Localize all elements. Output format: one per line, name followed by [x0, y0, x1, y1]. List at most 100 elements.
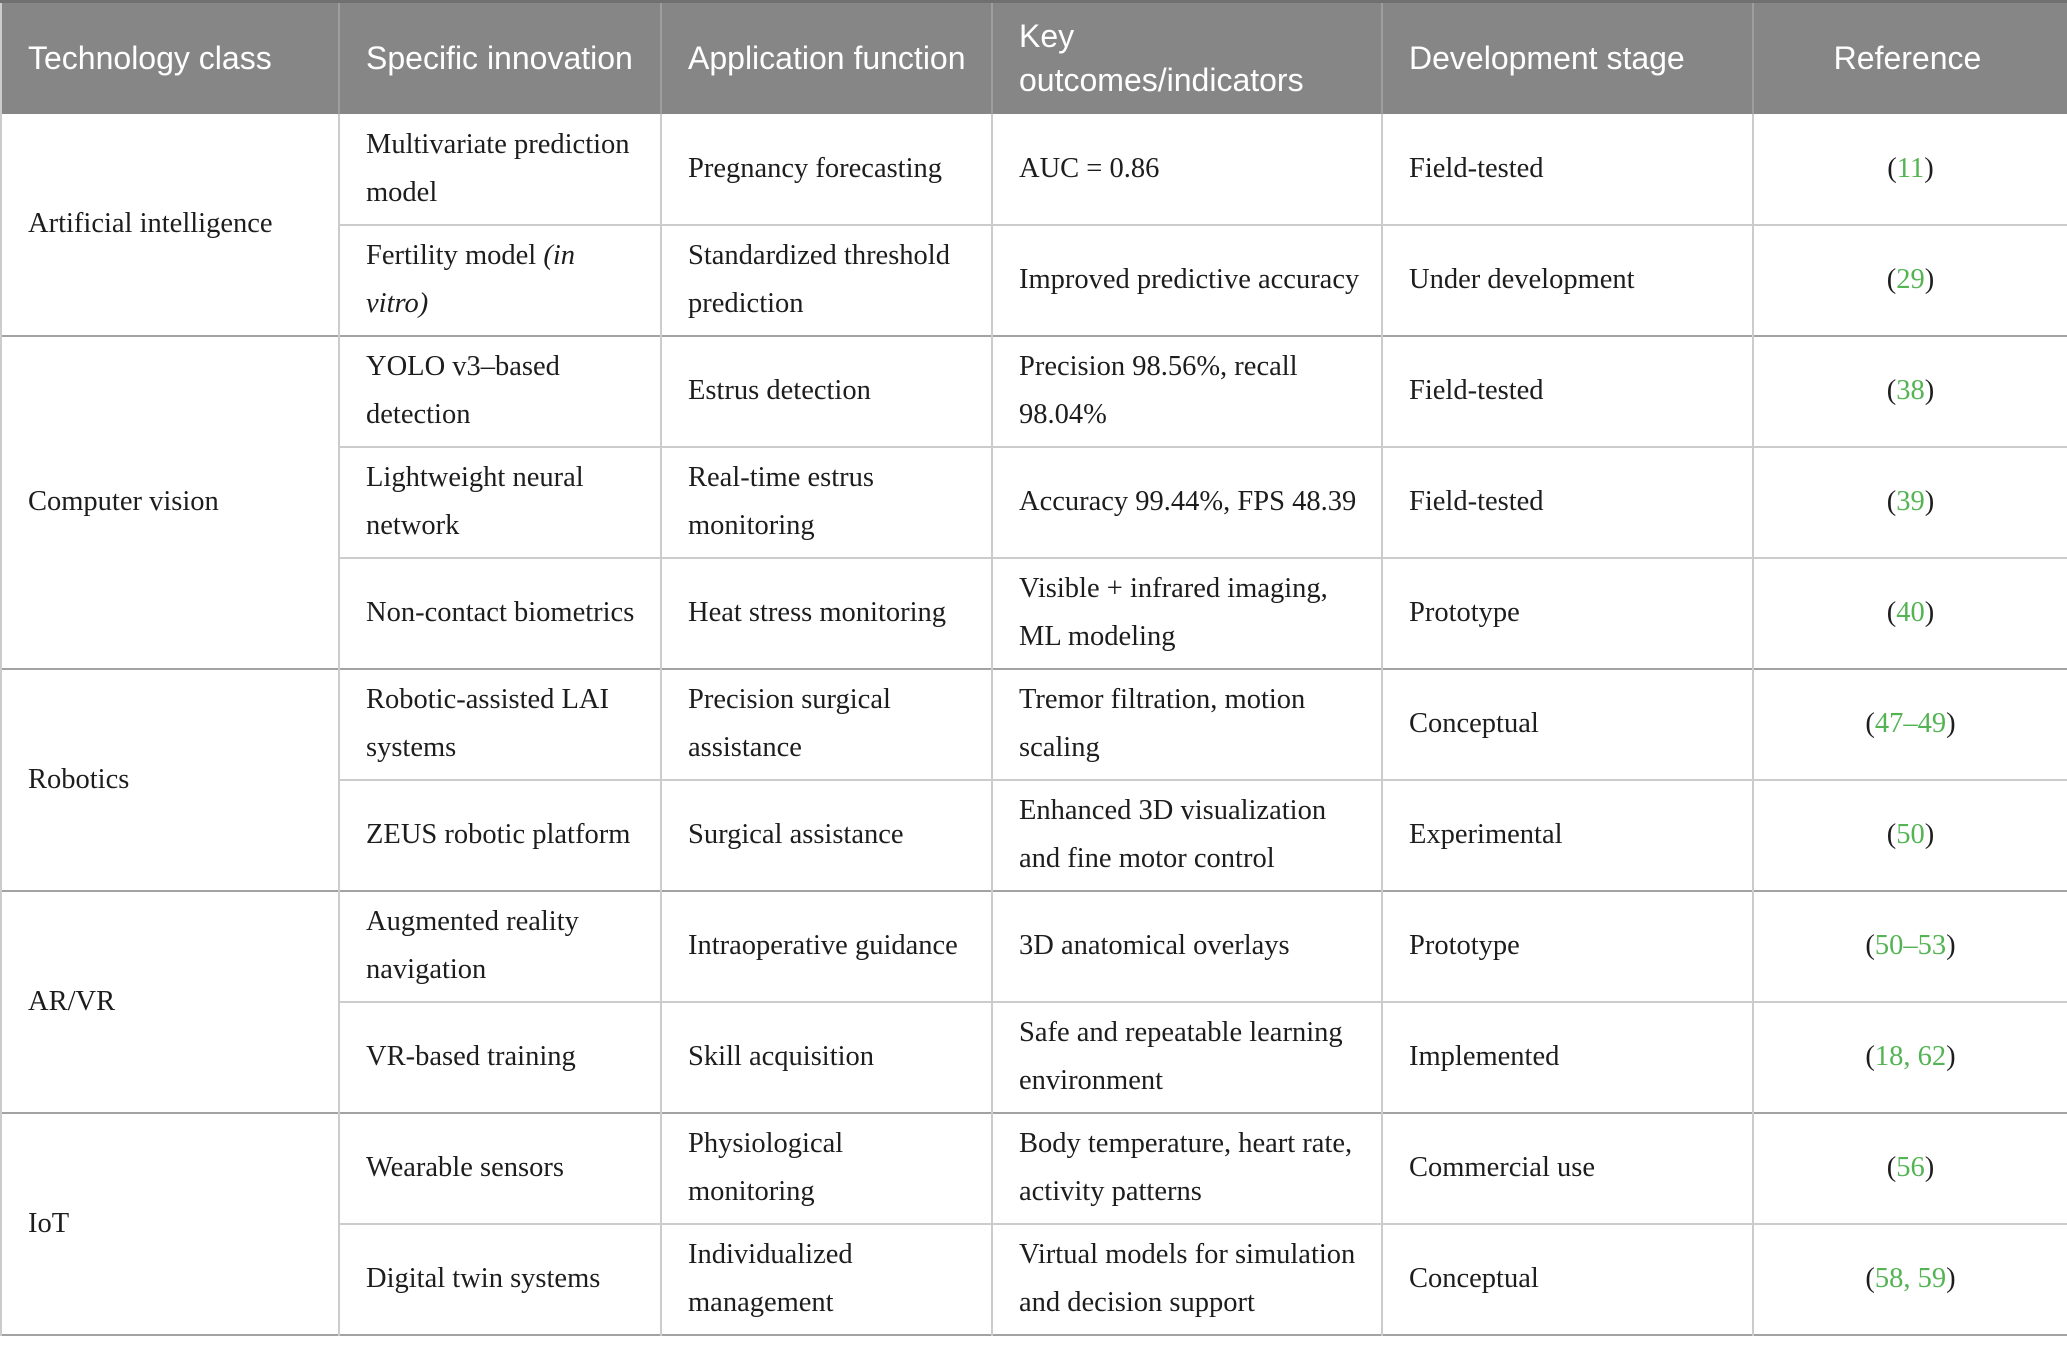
reference-link[interactable]: 58, 59 [1874, 1263, 1947, 1294]
cell-application-function: Physiological monitoring [660, 1111, 993, 1224]
cell-technology-class: Robotics [0, 667, 340, 891]
reference-paren-open: ( [1886, 1152, 1897, 1183]
cell-technology-class: AR/VR [0, 889, 340, 1113]
cell-development-stage: Prototype [1381, 889, 1754, 1002]
table-row: IoT Wearable sensors Physiological monit… [0, 1111, 2067, 1335]
cell-specific-innovation: Non-contact biometrics [338, 556, 662, 669]
header-application-function: Application function [660, 1, 993, 114]
cell-development-stage: Field-tested [1381, 113, 1754, 225]
cell-key-outcomes: Virtual models for simulation and decisi… [991, 1222, 1383, 1335]
reference-paren-close: ) [1924, 264, 1935, 295]
table-row: Lightweight neural network Real-time est… [1, 445, 2067, 558]
cell-development-stage: Implemented [1381, 1000, 1754, 1113]
specific-innovation-text: Fertility model [366, 240, 537, 271]
reference-paren-open: ( [1865, 930, 1875, 961]
reference-paren-open: ( [1887, 152, 1897, 184]
cell-development-stage: Conceptual [1381, 667, 1754, 780]
table-row: Artificial intelligence Multivariate pre… [0, 113, 2067, 336]
cell-specific-innovation: Lightweight neural network [338, 445, 662, 558]
cell-development-stage: Experimental [1381, 778, 1754, 891]
reference-link[interactable]: 50 [1896, 819, 1925, 850]
reference-link[interactable]: 47–49 [1874, 708, 1947, 739]
cell-development-stage: Field-tested [1381, 445, 1754, 558]
cell-development-stage: Under development [1381, 223, 1754, 336]
reference-paren-open: ( [1865, 1041, 1875, 1072]
reference-paren-close: ) [1924, 597, 1935, 628]
cell-development-stage: Conceptual [1381, 1222, 1754, 1335]
cell-reference: (11) [1752, 113, 2067, 225]
table-row: Computer vision YOLO v3–based detection … [0, 334, 2067, 669]
reference-paren-close: ) [1924, 486, 1935, 517]
cell-reference: (18, 62) [1752, 1000, 2067, 1113]
cell-reference: (29) [1752, 223, 2067, 336]
reference-paren-open: ( [1886, 486, 1897, 517]
cell-reference: (40) [1752, 556, 2067, 669]
cell-key-outcomes: Visible + infrared imaging, ML modeling [991, 556, 1383, 669]
reference-paren-open: ( [1865, 1263, 1875, 1294]
cell-application-function: Intraoperative guidance [660, 889, 993, 1002]
cell-specific-innovation: Multivariate prediction model [338, 113, 662, 225]
reference-paren-open: ( [1886, 597, 1897, 628]
cell-reference: (50–53) [1752, 889, 2067, 1002]
table-row: ZEUS robotic platform Surgical assistanc… [1, 778, 2067, 891]
reference-paren-close: ) [1924, 819, 1935, 850]
reference-paren-close: ) [1946, 1041, 1956, 1072]
table-row: Robotics Robotic-assisted LAI systems Pr… [0, 667, 2067, 891]
cell-specific-innovation: Robotic-assisted LAI systems [338, 667, 662, 780]
cell-key-outcomes: Improved predictive accuracy [991, 223, 1383, 336]
cell-application-function: Precision surgical assistance [660, 667, 993, 780]
reference-link[interactable]: 40 [1896, 597, 1925, 628]
cell-application-function: Standardized threshold prediction [660, 223, 993, 336]
cell-application-function: Heat stress monitoring [660, 556, 993, 669]
reference-paren-close: ) [1924, 375, 1935, 406]
cell-reference: (39) [1752, 445, 2067, 558]
header-technology-class: Technology class [1, 1, 340, 114]
reference-paren-close: ) [1946, 930, 1956, 961]
cell-application-function: Real-time estrus monitoring [660, 445, 993, 558]
cell-development-stage: Field-tested [1381, 334, 1754, 447]
table-row: Non-contact biometrics Heat stress monit… [1, 556, 2067, 669]
table-row: VR-based training Skill acquisition Safe… [1, 1000, 2067, 1113]
cell-key-outcomes: Tremor filtration, motion scaling [991, 667, 1383, 780]
cell-application-function: Estrus detection [660, 334, 993, 447]
cell-key-outcomes: Enhanced 3D visualization and fine motor… [991, 778, 1383, 891]
reference-paren-open: ( [1886, 819, 1897, 850]
reference-link[interactable]: 38 [1896, 375, 1925, 406]
header-specific-innovation: Specific innovation [338, 1, 662, 114]
cell-reference: (56) [1752, 1111, 2067, 1224]
cell-key-outcomes: Accuracy 99.44%, FPS 48.39 [991, 445, 1383, 558]
cell-key-outcomes: Body temperature, heart rate, activity p… [991, 1111, 1383, 1224]
reference-link[interactable]: 39 [1896, 486, 1925, 517]
reference-link[interactable]: 50–53 [1874, 930, 1947, 961]
reference-link[interactable]: 11 [1896, 152, 1925, 184]
cell-specific-innovation: Augmented reality navigation [338, 889, 662, 1002]
specific-innovation-italic-note: (in vitro) [366, 240, 575, 319]
reference-link[interactable]: 29 [1896, 264, 1925, 295]
header-development-stage: Development stage [1381, 1, 1754, 114]
cell-technology-class: IoT [0, 1111, 340, 1335]
cell-specific-innovation: Digital twin systems [338, 1222, 662, 1335]
header-reference: Reference [1752, 1, 2067, 114]
reference-paren-close: ) [1946, 1263, 1956, 1294]
table-row: Digital twin systems Individualized mana… [1, 1222, 2067, 1335]
cell-application-function: Surgical assistance [660, 778, 993, 891]
reference-paren-open: ( [1886, 264, 1897, 295]
reference-paren-open: ( [1865, 708, 1875, 739]
reference-link[interactable]: 56 [1896, 1152, 1925, 1183]
cell-reference: (50) [1752, 778, 2067, 891]
reference-link[interactable]: 18, 62 [1874, 1041, 1947, 1072]
cell-specific-innovation: Wearable sensors [338, 1111, 662, 1224]
table-row: AR/VR Augmented reality navigation Intra… [0, 889, 2067, 1113]
cell-application-function: Individualized management [660, 1222, 993, 1335]
table-row: Fertility model (in vitro) Standardized … [1, 223, 2067, 336]
cell-development-stage: Commercial use [1381, 1111, 1754, 1224]
cell-development-stage: Prototype [1381, 556, 1754, 669]
cell-key-outcomes: Precision 98.56%, recall 98.04% [991, 334, 1383, 447]
reference-paren-close: ) [1924, 152, 1934, 184]
reference-paren-close: ) [1946, 708, 1956, 739]
cell-key-outcomes: 3D anatomical overlays [991, 889, 1383, 1002]
cell-key-outcomes: AUC = 0.86 [991, 113, 1383, 225]
reference-paren-close: ) [1924, 1152, 1935, 1183]
cell-reference: (47–49) [1752, 667, 2067, 780]
